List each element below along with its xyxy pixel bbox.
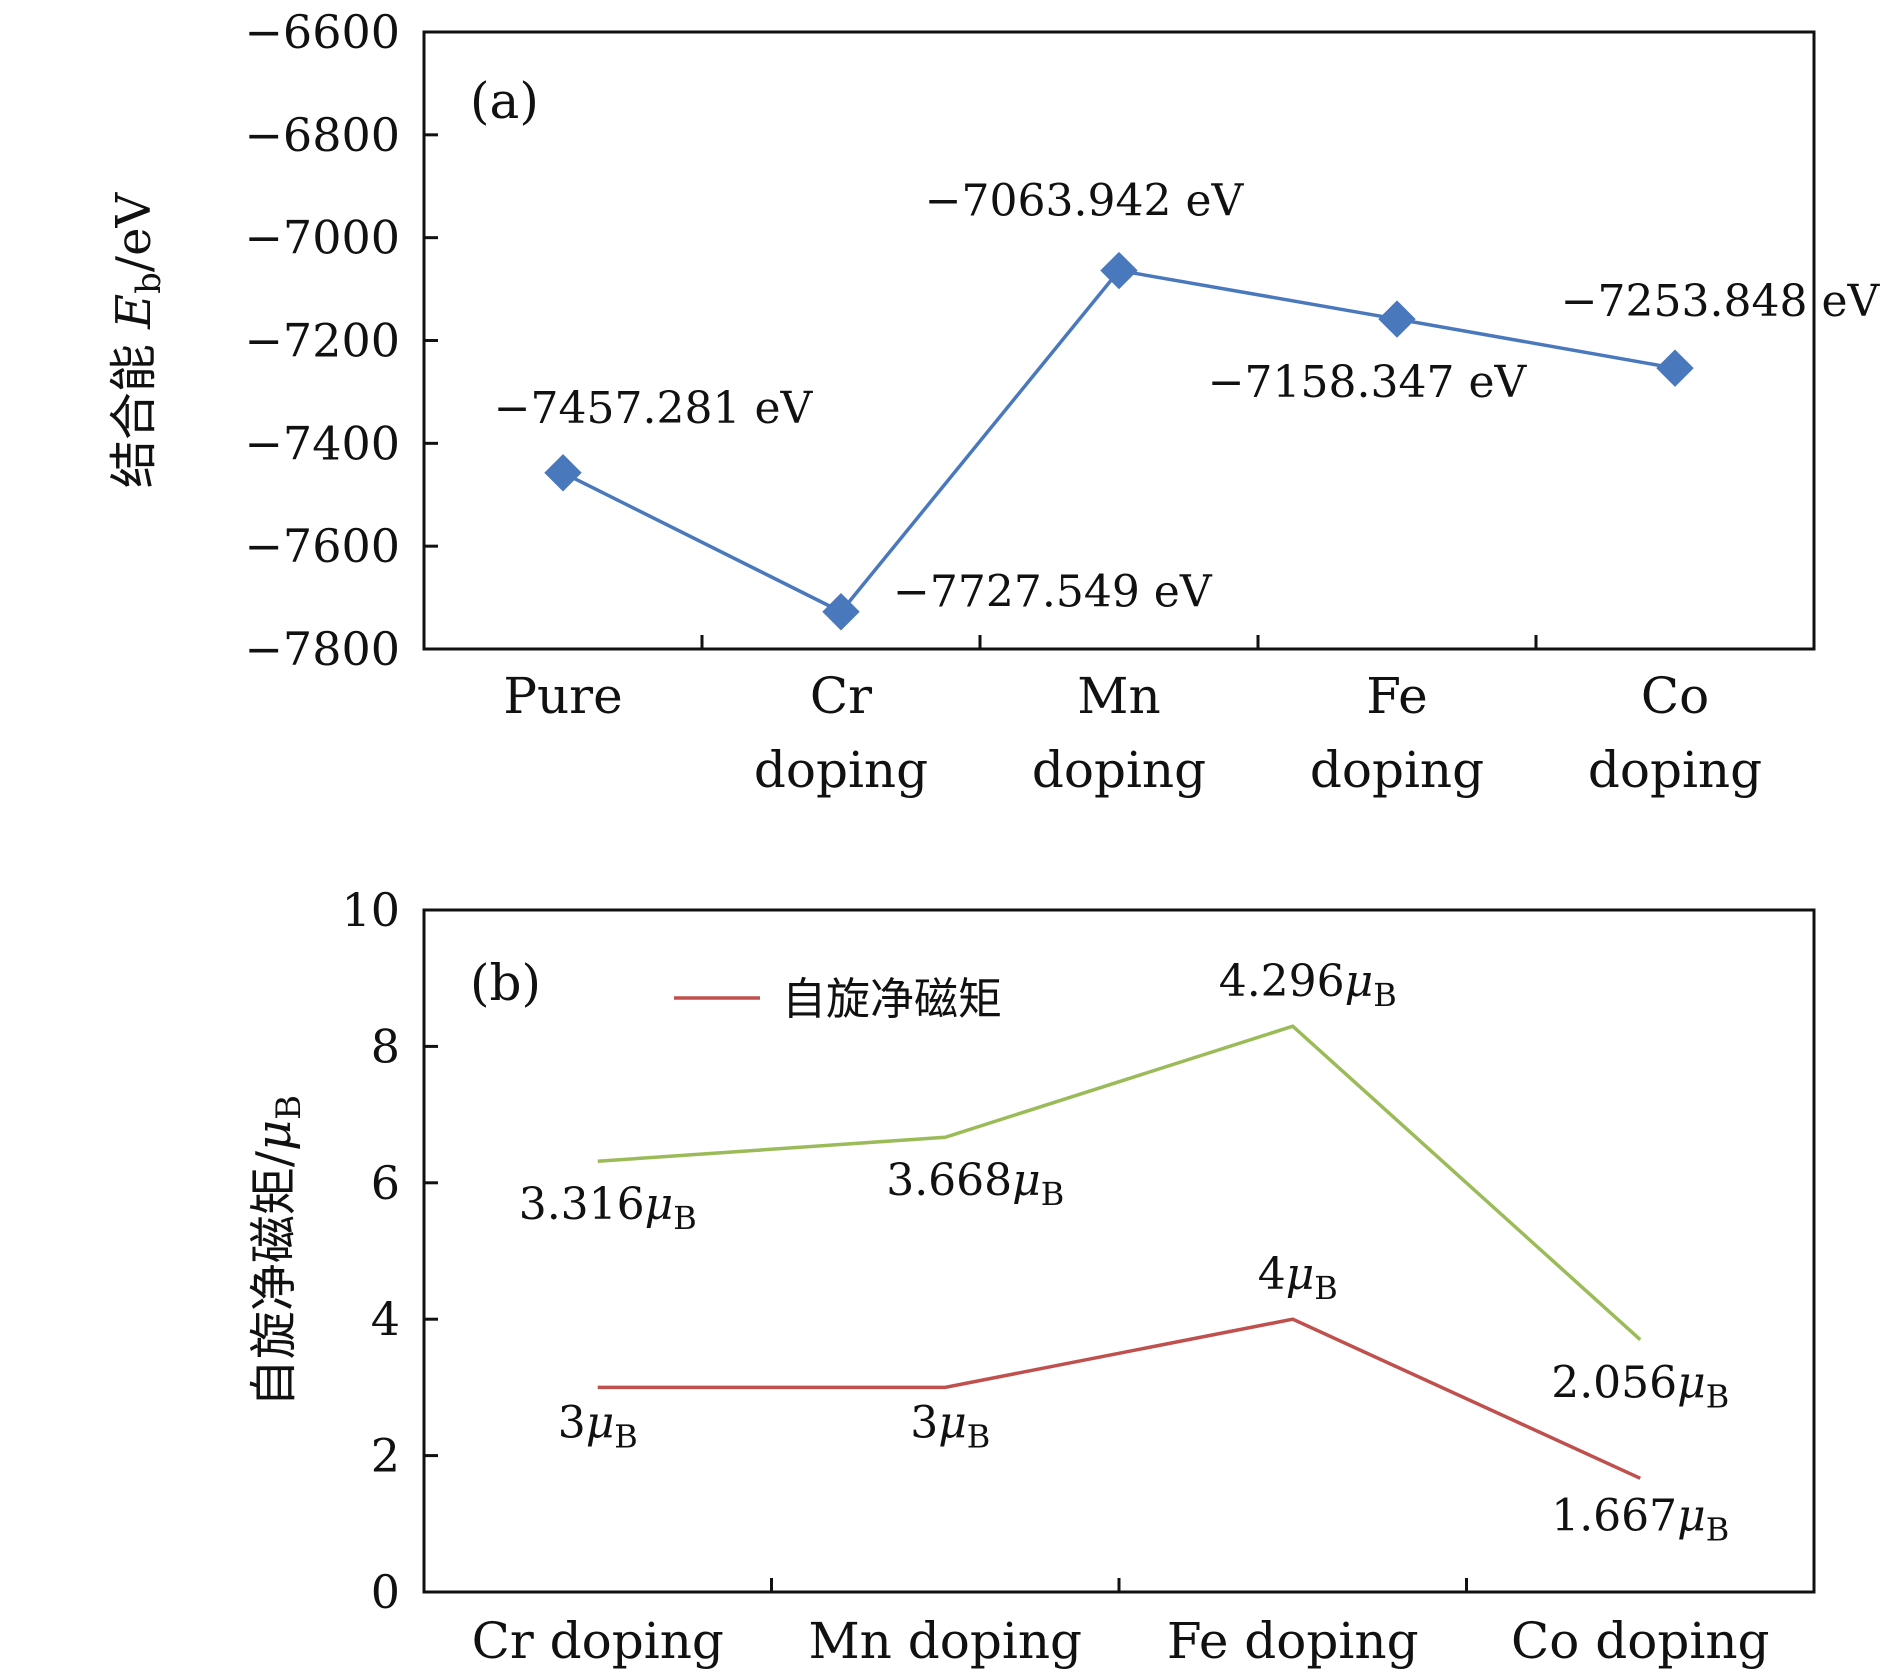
binding-energy-marker-mn-doping xyxy=(1100,251,1138,290)
binding-energy-marker-co-doping xyxy=(1656,349,1694,387)
value-label-red-cr-doping: 3μB xyxy=(558,1397,638,1455)
panel-a-y-axis: −6600 −6800 −7000 −7200 −7400 −7600 −7800 xyxy=(244,5,438,676)
panel-a-y-tick-label: −6600 xyxy=(244,5,400,59)
panel-b-y-tick-label: 4 xyxy=(371,1292,400,1346)
annotation-co-doping: −7253.848 eV xyxy=(1561,276,1881,327)
annotation-cr-doping: −7727.549 eV xyxy=(893,567,1213,618)
panel-a-y-tick-label: −6800 xyxy=(244,108,400,162)
panel-b-category-label-co-doping: Co doping xyxy=(1511,1612,1770,1670)
panel-b-y-tick-label: 10 xyxy=(341,883,400,937)
binding-energy-marker-cr-doping xyxy=(822,593,860,631)
panel-a-category-label-mn-doping: Mn xyxy=(1077,667,1160,725)
panel-b-y-tick-label: 6 xyxy=(371,1156,400,1210)
panel-a-y-axis-title-symbol: E xyxy=(106,294,162,330)
panel-b-legend: 自旋净磁矩 xyxy=(674,974,1002,1025)
panel-a-y-tick-label: −7000 xyxy=(244,211,400,265)
binding-energy-annotations: −7457.281 eV −7727.549 eV −7063.942 eV −… xyxy=(494,176,1881,618)
panel-a-category-label-cr-doping: doping xyxy=(754,741,928,799)
binding-energy-series-line xyxy=(562,268,1676,614)
panel-a-y-tick-label: −7200 xyxy=(244,314,400,368)
panel-a-binding-energy: −6600 −6800 −7000 −7200 −7400 −7600 −7800 Pure… xyxy=(106,5,1881,799)
panel-a-plot-frame xyxy=(422,30,1816,651)
panel-a-y-axis-title-suffix: /eV xyxy=(106,192,162,273)
panel-b-magnetic-moment: 0 2 4 6 8 10 Cr doping Mn doping Fe doping Co do… xyxy=(246,883,1816,1670)
binding-energy-marker-pure xyxy=(544,454,582,492)
value-label-green-cr-doping: 3.316μB xyxy=(519,1179,697,1237)
annotation-mn-doping: −7063.942 eV xyxy=(925,176,1245,227)
value-label-red-fe-doping: 4μB xyxy=(1258,1249,1338,1307)
panel-b-y-axis-title: 自旋净磁矩/μB xyxy=(246,1095,309,1407)
value-label-green-co-doping: 2.056μB xyxy=(1551,1358,1729,1416)
value-label-red-co-doping: 1.667μB xyxy=(1551,1490,1729,1548)
panel-b-value-labels: 3μB 3μB 4μB 1.667μB 3.316μB 3.668μB 4.296μB 2.0… xyxy=(519,956,1730,1548)
panel-b-y-tick-label: 8 xyxy=(371,1019,400,1073)
value-label-red-mn-doping: 3μB xyxy=(910,1397,990,1455)
panel-b-y-tick-label: 2 xyxy=(371,1429,400,1483)
panel-b-y-axis-title-subscript: B xyxy=(269,1095,309,1120)
panel-b-category-label-mn-doping: Mn doping xyxy=(808,1612,1082,1670)
panel-a-category-label-fe-doping: Fe xyxy=(1366,667,1428,725)
panel-a-x-axis: Pure Cr doping Mn doping Fe doping Co doping xyxy=(503,635,1762,799)
panel-a-category-label-mn-doping: doping xyxy=(1032,741,1206,799)
panel-b-category-label-fe-doping: Fe doping xyxy=(1167,1612,1419,1670)
panel-b-x-axis: Cr doping Mn doping Fe doping Co doping xyxy=(472,1578,1770,1670)
panel-b-y-tick-label: 0 xyxy=(371,1565,400,1619)
value-label-green-mn-doping: 3.668μB xyxy=(886,1155,1064,1213)
panel-b-y-axis-title-prefix: 自旋净磁矩/ xyxy=(246,1150,302,1407)
legend-label-spin-moment: 自旋净磁矩 xyxy=(782,974,1002,1025)
panel-b-category-label-cr-doping: Cr doping xyxy=(472,1612,724,1670)
value-label-green-fe-doping: 4.296μB xyxy=(1219,956,1397,1014)
binding-energy-marker-fe-doping xyxy=(1378,300,1416,338)
panel-a-category-label-cr-doping: Cr xyxy=(810,667,872,725)
binding-energy-markers xyxy=(544,251,1694,631)
panel-a-y-tick-label: −7400 xyxy=(244,416,400,470)
annotation-fe-doping: −7158.347 eV xyxy=(1208,357,1528,408)
panel-a-y-axis-title: 结合能 Eb/eV xyxy=(106,192,169,489)
panel-b-series-line-red xyxy=(597,1317,1641,1480)
panel-a-y-axis-title-subscript: b xyxy=(129,272,169,294)
panel-b-y-axis-title-symbol: μ xyxy=(246,1120,302,1151)
annotation-pure: −7457.281 eV xyxy=(494,383,814,434)
panel-b-y-axis: 0 2 4 6 8 10 xyxy=(341,883,438,1619)
panel-a-y-tick-label: −7600 xyxy=(244,519,400,573)
panel-a-label: (a) xyxy=(470,72,539,130)
panel-a-category-label-fe-doping: doping xyxy=(1310,741,1484,799)
panel-a-category-label-co-doping: doping xyxy=(1588,741,1762,799)
panel-b-label: (b) xyxy=(470,954,541,1012)
panel-b-series-line-green xyxy=(597,1024,1642,1341)
panel-a-category-label-co-doping: Co xyxy=(1641,667,1709,725)
panel-b-series xyxy=(597,1024,1642,1480)
panel-a-y-tick-label: −7800 xyxy=(244,622,400,676)
panel-a-y-axis-title-prefix: 结合能 xyxy=(106,329,162,488)
panel-a-category-label-pure: Pure xyxy=(503,667,622,725)
